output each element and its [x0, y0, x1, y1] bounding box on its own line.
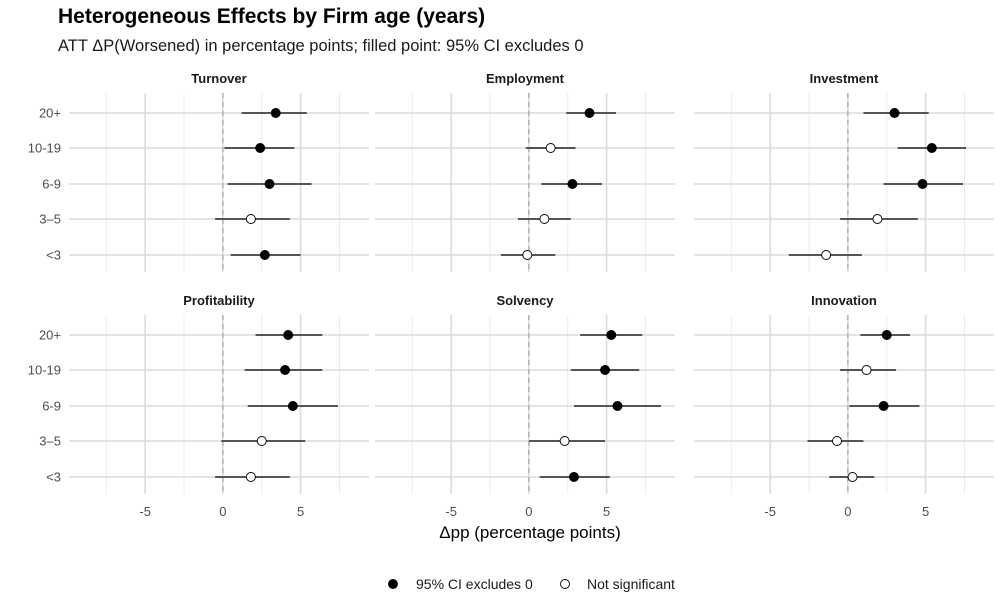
chart-title: Heterogeneous Effects by Firm age (years… [58, 5, 485, 28]
y-tick-label: 3–5 [39, 212, 61, 227]
point-significant [287, 401, 298, 411]
panel-title: Turnover [191, 71, 246, 86]
panel-turnover: Turnover <3 3–5 6-9 10-19 20+ [28, 71, 369, 272]
point-significant [280, 365, 291, 375]
point-significant [569, 472, 579, 482]
panel-employment: Employment [375, 71, 675, 272]
point-not-significant [559, 436, 570, 446]
x-tick-label: 5 [603, 504, 610, 519]
x-tick-label: 0 [525, 504, 532, 519]
point-significant [889, 108, 900, 118]
point-not-significant [245, 214, 256, 224]
y-tick-label: <3 [46, 470, 61, 485]
point-not-significant [539, 214, 550, 224]
panel-title: Solvency [496, 293, 554, 308]
point-not-significant [522, 250, 533, 260]
point-significant [255, 143, 266, 153]
y-tick-label: 6-9 [42, 177, 61, 192]
x-tick-label: -5 [139, 504, 151, 519]
point-not-significant [832, 436, 842, 446]
point-not-significant [256, 436, 267, 446]
point-not-significant [821, 250, 832, 260]
point-significant [567, 179, 578, 189]
chart-subtitle: ATT ΔP(Worsened) in percentage points; f… [58, 37, 584, 55]
panel-solvency: Solvency -5 0 5 [375, 293, 675, 519]
point-significant [600, 365, 611, 375]
point-significant [881, 330, 892, 340]
legend-label: Not significant [587, 576, 675, 592]
x-tick-label: 5 [922, 504, 929, 519]
y-tick-label: 10-19 [28, 363, 61, 378]
legend-key [560, 579, 570, 589]
point-significant [264, 179, 275, 189]
y-tick-label: 20+ [39, 106, 61, 121]
panel-investment: Investment [694, 71, 994, 272]
point-significant [270, 108, 281, 118]
y-tick-label: 10-19 [28, 141, 61, 156]
panel-innovation: Innovation -5 0 5 [694, 293, 994, 519]
point-not-significant [861, 365, 872, 375]
y-tick-label: 20+ [39, 328, 61, 343]
point-significant [584, 108, 595, 118]
panels: Turnover <3 3–5 6-9 10-19 20+ Employment Invest… [28, 71, 994, 519]
point-significant [259, 250, 270, 260]
y-tick-label: <3 [46, 248, 61, 263]
x-tick-label: -5 [764, 504, 776, 519]
point-not-significant [245, 472, 256, 482]
x-tick-label: 0 [219, 504, 226, 519]
point-not-significant [872, 214, 883, 224]
y-tick-label: 6-9 [42, 399, 61, 414]
point-significant [612, 401, 623, 411]
point-significant [606, 330, 617, 340]
x-axis-label: Δpp (percentage points) [439, 523, 620, 542]
x-tick-label: 5 [297, 504, 304, 519]
point-significant [926, 143, 937, 153]
point-not-significant [847, 472, 858, 482]
x-tick-label: -5 [445, 504, 457, 519]
panel-title: Innovation [811, 293, 877, 308]
legend-label: 95% CI excludes 0 [416, 576, 533, 592]
point-significant [917, 179, 928, 189]
panel-title: Profitability [183, 293, 255, 308]
y-tick-label: 3–5 [39, 434, 61, 449]
panel-title: Investment [810, 71, 879, 86]
legend-key [388, 579, 398, 589]
point-significant [283, 330, 294, 340]
legend: 95% CI excludes 0 Not significant [388, 576, 675, 592]
point-significant [878, 401, 889, 411]
panel-title: Employment [486, 71, 565, 86]
panel-profitability: Profitability <3 3–5 6-9 10-19 20+ -5 0 5 [28, 293, 369, 519]
x-tick-label: 0 [844, 504, 851, 519]
point-not-significant [545, 143, 556, 153]
